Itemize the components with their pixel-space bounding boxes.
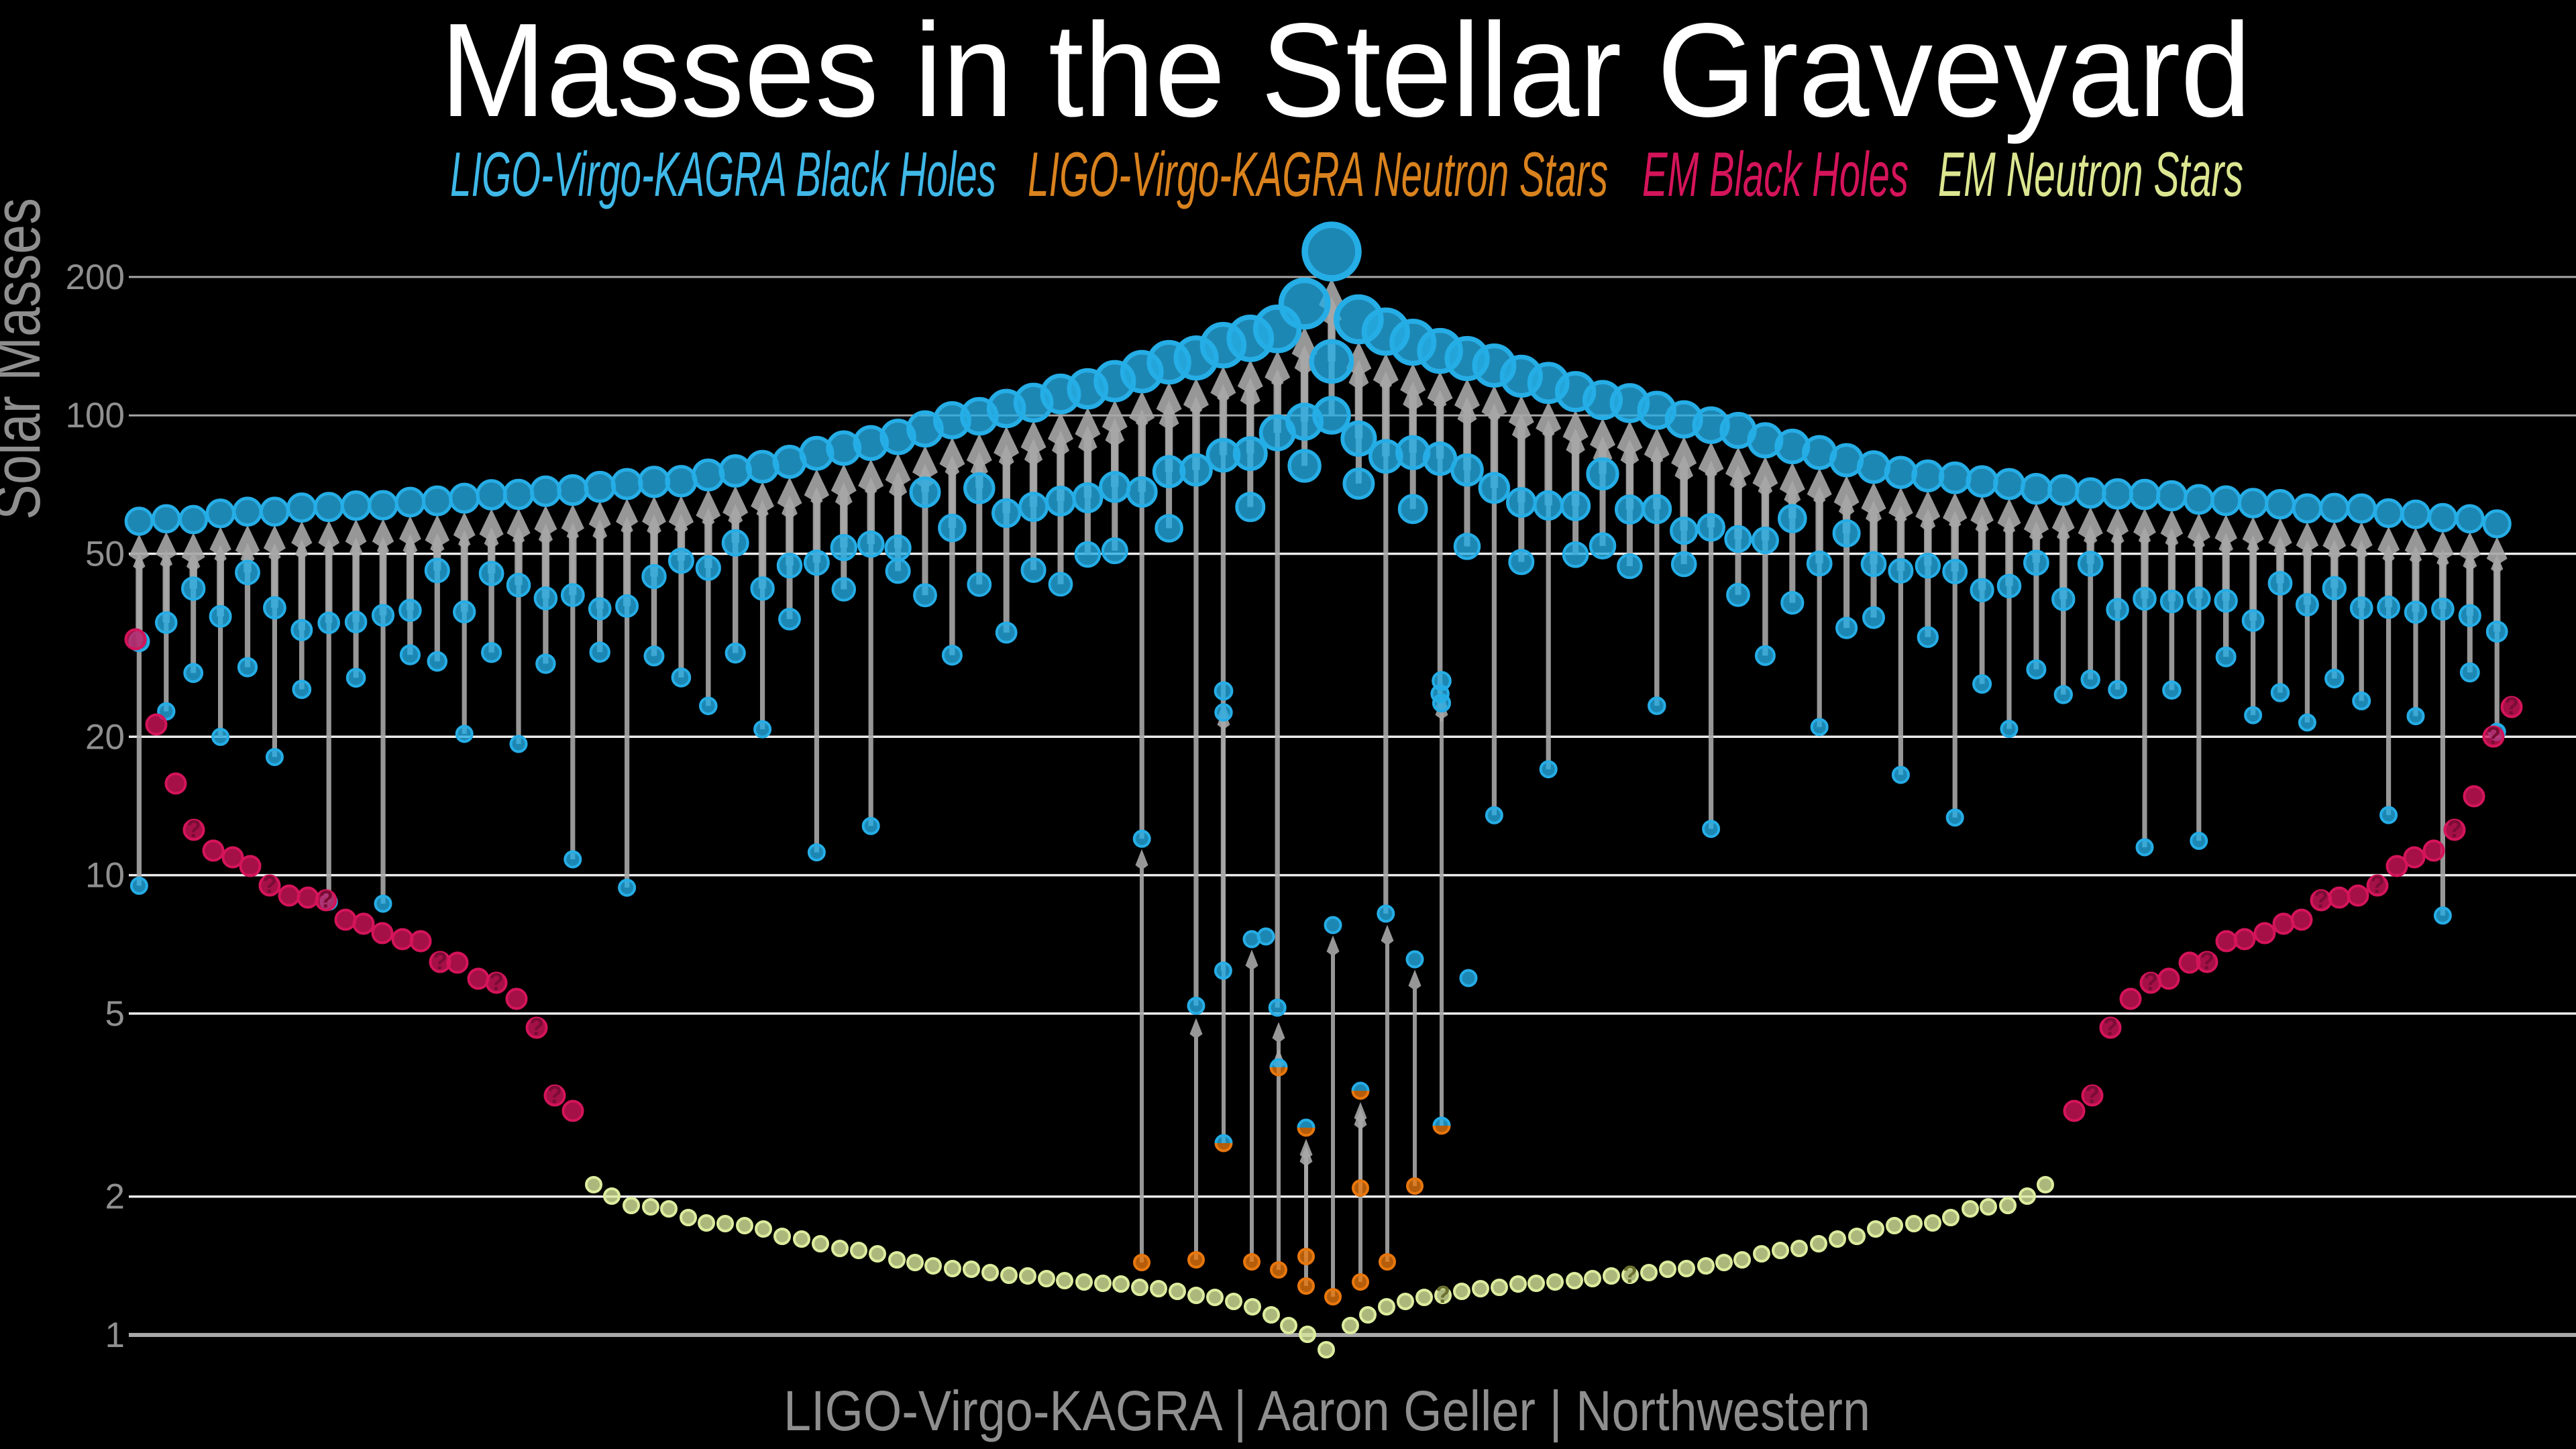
svg-text:200: 200 bbox=[66, 258, 125, 297]
svg-text:Masses in the Stellar Graveyar: Masses in the Stellar Graveyard bbox=[440, 0, 2251, 145]
svg-text:LIGO-Virgo-KAGRA Black Holes: LIGO-Virgo-KAGRA Black Holes bbox=[450, 139, 996, 209]
svg-text:?: ? bbox=[1436, 1281, 1450, 1308]
svg-text:LIGO-Virgo-KAGRA Neutron Stars: LIGO-Virgo-KAGRA Neutron Stars bbox=[1028, 139, 1608, 209]
svg-text:?: ? bbox=[2085, 1081, 2100, 1108]
svg-text:?: ? bbox=[262, 871, 277, 898]
svg-text:?: ? bbox=[319, 885, 333, 913]
svg-text:?: ? bbox=[186, 815, 201, 843]
svg-text:1: 1 bbox=[105, 1316, 125, 1355]
svg-text:EM Neutron Stars: EM Neutron Stars bbox=[1938, 139, 2243, 209]
svg-text:10: 10 bbox=[85, 856, 125, 896]
svg-text:?: ? bbox=[2504, 692, 2519, 720]
svg-text:EM Black Holes: EM Black Holes bbox=[1642, 139, 1909, 209]
svg-text:?: ? bbox=[2143, 968, 2158, 996]
svg-text:?: ? bbox=[2103, 1013, 2118, 1040]
svg-text:?: ? bbox=[2486, 722, 2501, 749]
svg-text:?: ? bbox=[2447, 815, 2462, 843]
svg-text:100: 100 bbox=[66, 396, 125, 435]
svg-text:?: ? bbox=[1623, 1260, 1638, 1288]
svg-text:Solar Masses: Solar Masses bbox=[0, 198, 54, 520]
svg-text:?: ? bbox=[529, 1013, 544, 1040]
svg-text:?: ? bbox=[2314, 885, 2328, 913]
svg-text:?: ? bbox=[547, 1081, 562, 1108]
svg-text:?: ? bbox=[433, 947, 447, 975]
svg-text:LIGO-Virgo-KAGRA | Aaron Gelle: LIGO-Virgo-KAGRA | Aaron Geller | Northw… bbox=[784, 1379, 1870, 1442]
svg-text:20: 20 bbox=[85, 717, 125, 757]
svg-text:50: 50 bbox=[85, 535, 125, 574]
svg-text:5: 5 bbox=[105, 994, 125, 1034]
svg-text:?: ? bbox=[489, 968, 504, 996]
svg-text:?: ? bbox=[2200, 947, 2214, 975]
svg-text:2: 2 bbox=[105, 1177, 125, 1217]
svg-text:?: ? bbox=[2370, 871, 2385, 898]
